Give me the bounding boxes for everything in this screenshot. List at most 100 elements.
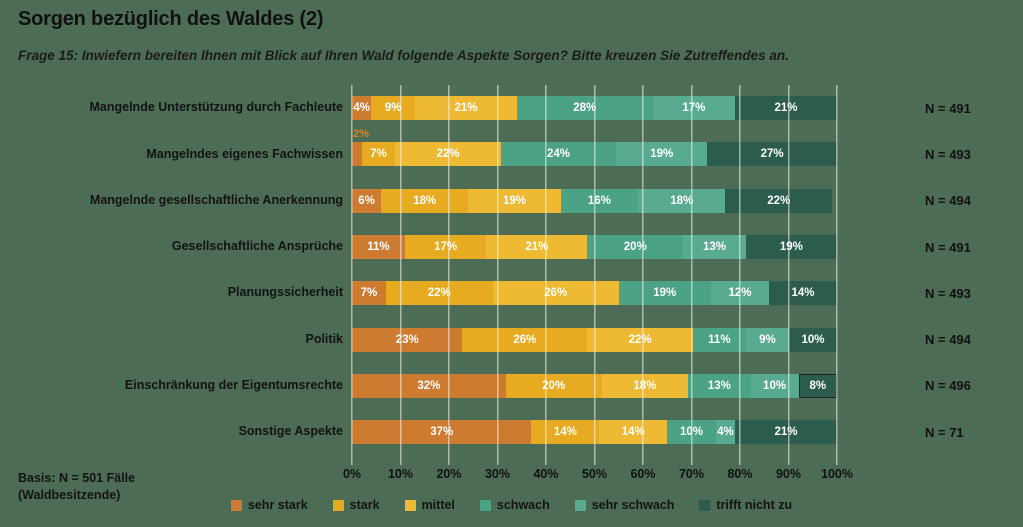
segment-value-label: 23%	[395, 333, 419, 346]
segment-value-label: 17%	[682, 102, 706, 115]
chart-legend: sehr stark stark mittel schwach sehr schwach…	[0, 498, 1023, 512]
stacked-bar-chart: Mangelnde Unterstützung durch Fachleute 4…	[0, 85, 1023, 481]
legend-swatch	[332, 499, 344, 511]
bar-segment-sehr-stark: 37%	[352, 420, 532, 445]
segment-value-label: 10%	[801, 333, 825, 346]
bar-segment-schwach: 19%	[618, 281, 711, 306]
category-label: Politik	[305, 331, 343, 346]
legend-swatch	[404, 499, 416, 511]
segment-value-label: 8%	[809, 379, 827, 392]
segment-value-label: 18%	[413, 194, 437, 207]
legend-label: schwach	[496, 498, 550, 512]
bar-segment-sehr-stark: 4%	[352, 96, 372, 121]
legend-item-stark: stark	[332, 498, 380, 512]
bar-segment-sehr-stark	[352, 142, 362, 167]
n-count-label: N = 71	[925, 424, 964, 440]
legend-swatch	[479, 499, 491, 511]
segment-value-label: 4%	[717, 426, 734, 439]
category-label: Sonstige Aspekte	[238, 424, 343, 439]
segment-value-label: 21%	[774, 102, 798, 115]
legend-label: stark	[349, 498, 380, 512]
x-tick-label: 90%	[775, 467, 802, 481]
stacked-bar: 6% 18% 19% 16% 18% 22%	[352, 188, 837, 213]
segment-value-label: 6%	[358, 194, 375, 207]
bar-segment-trifft-nicht-zu: 14%	[769, 281, 837, 306]
bar-row: Mangelnde gesellschaftliche Anerkennung 6…	[0, 178, 1023, 224]
segment-value-label: 24%	[546, 148, 570, 161]
basis-line1: Basis: N = 501 Fälle	[18, 471, 136, 485]
segment-value-label: 28%	[573, 102, 597, 115]
bar-segment-mittel: 21%	[415, 96, 517, 121]
x-tick-label: 40%	[533, 467, 559, 481]
legend-label: trifft nicht zu	[716, 498, 793, 512]
legend-item-mittel: mittel	[404, 498, 455, 512]
bar-segment-sehr-schwach: 10%	[750, 373, 799, 398]
n-count-label: N = 494	[925, 332, 971, 348]
category-label: Mangelnde gesellschaftliche Anerkennung	[89, 192, 343, 207]
bar-segment-sehr-schwach: 12%	[710, 281, 770, 306]
legend-label: mittel	[421, 498, 455, 512]
legend-item-trifft-nicht-zu: trifft nicht zu	[699, 498, 792, 512]
segment-value-label: 12%	[728, 287, 752, 300]
segment-value-label: 22%	[628, 333, 652, 346]
bar-segment-stark: 26%	[462, 327, 588, 352]
bar-segment-mittel: 22%	[395, 142, 501, 167]
legend-label: sehr stark	[247, 498, 308, 512]
stacked-bar: 7% 22% 24% 19% 27% 2%	[352, 128, 837, 167]
bar-segment-stark: 7%	[361, 142, 396, 167]
segment-value-label: 37%	[430, 426, 454, 439]
bar-segment-schwach: 11%	[692, 327, 746, 352]
segment-value-label: 27%	[760, 148, 784, 161]
segment-value-label: 21%	[454, 102, 478, 115]
stacked-bar: 11% 17% 21% 20% 13% 19%	[352, 235, 837, 260]
bar-segment-sehr-stark: 6%	[352, 188, 382, 213]
x-tick-label: 60%	[630, 467, 656, 481]
bar-segment-mittel: 22%	[587, 327, 693, 352]
bar-row: Mangelndes eigenes Fachwissen 7% 22% 24% 19%…	[0, 128, 1023, 177]
bar-segment-mittel: 26%	[492, 281, 619, 306]
segment-value-label: 13%	[703, 241, 727, 254]
bar-segment-trifft-nicht-zu: 21%	[735, 96, 837, 121]
bar-segment-sehr-schwach: 4%	[715, 420, 736, 445]
segment-value-label: 21%	[774, 426, 798, 439]
segment-value-label: 13%	[707, 379, 731, 392]
category-label: Gesellschaftliche Ansprüche	[171, 239, 343, 254]
segment-value-label: 9%	[759, 333, 776, 346]
segment-value-label: 19%	[653, 287, 677, 300]
bar-segment-sehr-stark: 11%	[352, 235, 405, 260]
x-tick-label: 30%	[484, 467, 511, 481]
bar-segment-mittel: 18%	[601, 373, 689, 398]
bar-segment-trifft-nicht-zu: 19%	[745, 235, 837, 260]
legend-item-schwach: schwach	[479, 498, 550, 512]
category-label: Mangelnde Unterstützung durch Fachleute	[89, 100, 344, 115]
bar-segment-schwach: 13%	[688, 373, 751, 398]
legend-swatch	[699, 499, 711, 511]
legend-item-sehr-stark: sehr stark	[230, 498, 308, 512]
segment-value-label: 26%	[513, 333, 537, 346]
segment-value-label: 17%	[434, 241, 458, 254]
chart-subtitle: Frage 15: Inwiefern bereiten Ihnen mit B…	[18, 48, 789, 63]
n-count-label: N = 491	[925, 100, 971, 116]
bar-segment-sehr-stark: 32%	[352, 373, 506, 398]
bar-segment-mittel: 14%	[599, 420, 668, 445]
bar-row: Politik 23% 26% 22% 11% 9% 10% N = 494	[0, 316, 1023, 362]
segment-value-label: 9%	[384, 102, 402, 115]
segment-value-label: 22%	[767, 194, 791, 207]
x-tick-label: 50%	[581, 467, 608, 481]
bar-segment-sehr-stark: 23%	[352, 327, 463, 352]
category-label: Einschränkung der Eigentumsrechte	[124, 378, 343, 393]
stacked-bar: 23% 26% 22% 11% 9% 10%	[352, 327, 838, 352]
bar-segment-sehr-schwach: 13%	[683, 235, 746, 260]
category-label: Mangelndes eigenes Fachwissen	[146, 146, 343, 161]
basis-footnote: Basis: N = 501 Fälle (Waldbesitzende)	[18, 470, 135, 504]
bar-row: Mangelnde Unterstützung durch Fachleute 4…	[0, 85, 1023, 131]
x-tick-label: 0%	[342, 467, 362, 481]
bar-segment-schwach: 20%	[587, 235, 684, 260]
bar-segment-trifft-nicht-zu: 22%	[725, 188, 833, 213]
x-tick-label: 70%	[678, 467, 705, 481]
bar-segment-stark: 14%	[531, 420, 600, 445]
bar-segment-schwach: 16%	[560, 188, 639, 213]
stacked-bar: 32% 20% 18% 13% 10% 8%	[352, 373, 838, 398]
segment-value-label: 7%	[360, 287, 378, 300]
x-tick-label: 80%	[727, 467, 753, 481]
